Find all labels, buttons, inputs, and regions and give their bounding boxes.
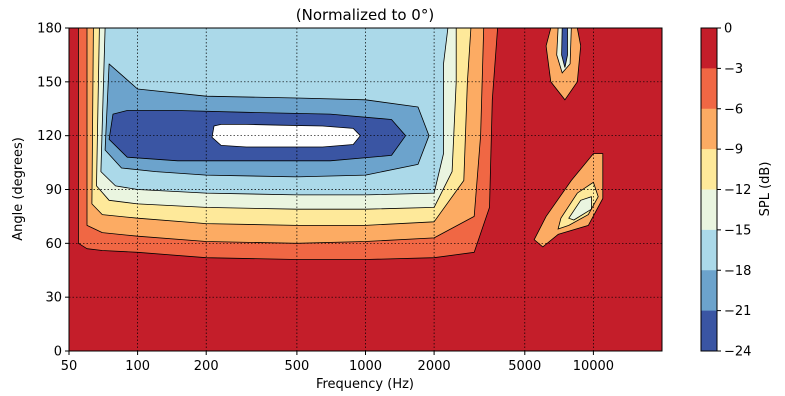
colorbar-tick-label: −18: [724, 264, 751, 279]
chart-title: (Normalized to 0°): [296, 6, 434, 24]
axes: 50 100 200 500 1000 2000 5000 10000 0 30 60 90 120 15…: [37, 22, 663, 374]
y-tick-label: 150: [37, 75, 62, 90]
x-tick-label: 1000: [349, 359, 382, 374]
x-tick-label: 500: [284, 359, 309, 374]
colorbar-tick-label: −12: [724, 183, 751, 198]
colorbar-swatch: [701, 108, 717, 150]
x-tick-label: 5000: [508, 359, 541, 374]
colorbar-swatch: [701, 310, 717, 352]
colorbar-swatch: [701, 149, 717, 190]
colorbar-swatch: [701, 28, 717, 69]
colorbar-tick-label: −15: [724, 223, 751, 238]
colorbar-tick-label: 0: [724, 22, 732, 37]
colorbar-swatch: [701, 229, 717, 271]
y-tick-label: 0: [54, 345, 62, 360]
y-axis-title: Angle (degrees): [11, 137, 26, 241]
x-tick-label: 100: [125, 359, 150, 374]
x-tick-label: 50: [61, 359, 78, 374]
colorbar-tick-label: −24: [724, 345, 751, 360]
x-axis-title: Frequency (Hz): [316, 377, 414, 392]
colorbar-tick-label: −6: [724, 102, 743, 117]
colorbar-swatch: [701, 68, 717, 110]
x-tick-label: 2000: [418, 359, 451, 374]
colorbar-tick-label: −9: [724, 143, 743, 158]
y-tick-label: 30: [45, 291, 62, 306]
y-tick-label: 180: [37, 22, 62, 37]
y-tick-label: 120: [37, 129, 62, 144]
x-tick-label: 10000: [573, 359, 614, 374]
colorbar-tick-label: −21: [724, 304, 751, 319]
colorbar: 0 −3 −6 −9 −12 −15 −18 −21 −24: [700, 22, 751, 360]
y-tick-label: 60: [45, 237, 62, 252]
x-tick-label: 200: [194, 359, 219, 374]
plot-frame: [68, 27, 663, 352]
colorbar-tick-label: −3: [724, 62, 743, 77]
colorbar-swatch: [701, 270, 717, 312]
colorbar-title: SPL (dB): [758, 162, 773, 217]
contour-blob: [568, 196, 592, 221]
contour-blob: [561, 28, 568, 68]
colorbar-swatch: [701, 189, 717, 231]
y-tick-label: 90: [45, 183, 62, 198]
